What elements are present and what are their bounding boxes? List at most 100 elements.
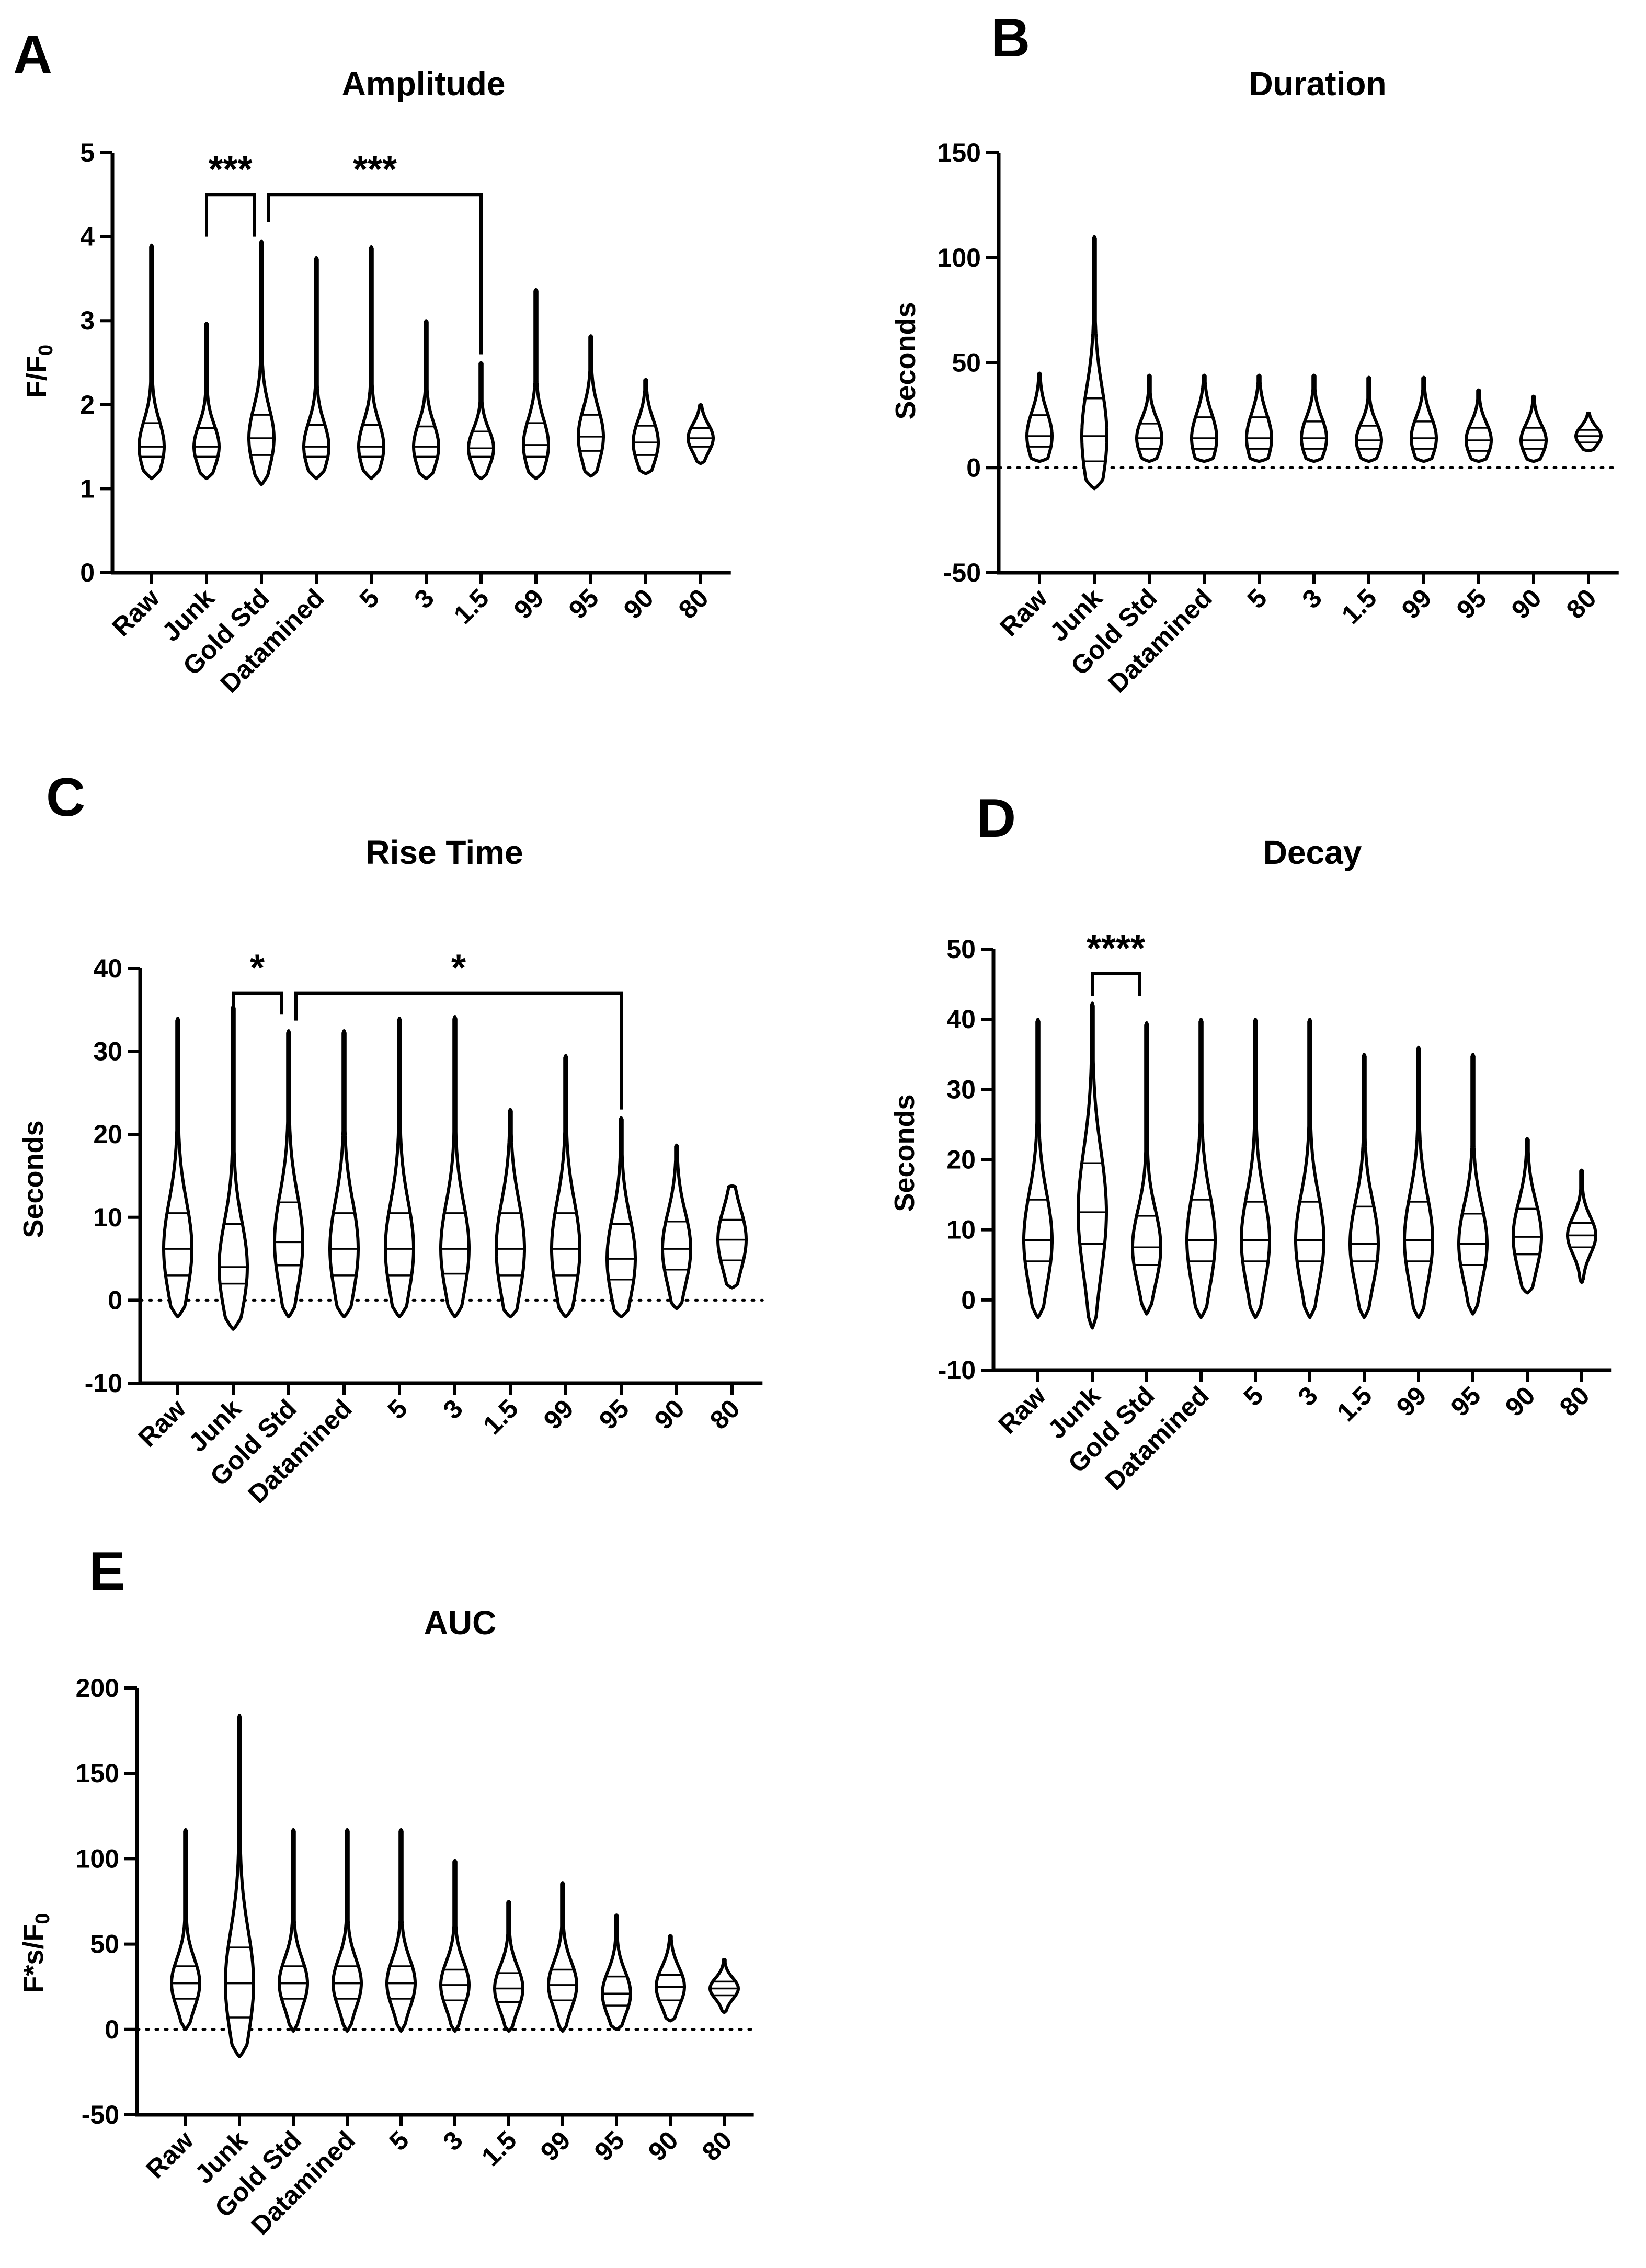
y-tick-label: 1 — [80, 474, 95, 503]
violin-raw — [138, 243, 166, 481]
significance-label: **** — [1087, 928, 1145, 970]
violin-90 — [661, 1143, 692, 1310]
violin-raw — [170, 1828, 201, 2031]
violin-99 — [547, 1881, 578, 2033]
violin-95 — [577, 334, 605, 478]
x-category-95: 95 — [563, 583, 604, 624]
y-tick-label: 20 — [93, 1120, 122, 1149]
violin-5 — [385, 1828, 417, 2033]
chart-title-auc: AUC — [424, 1604, 497, 1642]
x-category-5: 5 — [354, 583, 385, 614]
violin-gold-std — [1135, 373, 1163, 463]
violin-datamined — [1185, 1018, 1217, 1319]
x-category-99: 99 — [535, 2125, 576, 2167]
violin-80 — [687, 403, 715, 465]
x-category-3: 3 — [1293, 1381, 1323, 1411]
y-tick-label: 150 — [76, 1759, 119, 1788]
y-tick-label: 30 — [93, 1037, 122, 1066]
y-axis-label-a: F/F0 — [21, 345, 57, 398]
violin-90 — [1512, 1137, 1543, 1295]
y-tick-label: 30 — [946, 1075, 976, 1104]
axes — [135, 1688, 754, 2126]
violin-5 — [384, 1017, 415, 1319]
y-tick-label: 0 — [105, 2015, 119, 2044]
x-category-1-5: 1.5 — [1336, 583, 1382, 630]
panel-letter-a: A — [13, 25, 52, 85]
significance-bracket — [205, 193, 256, 237]
violin-90 — [655, 1934, 686, 2023]
x-category-90: 90 — [1500, 1381, 1541, 1422]
y-axis-label-d: Seconds — [889, 1094, 920, 1212]
violin-1-5 — [1348, 1053, 1380, 1319]
violin-95 — [1465, 388, 1493, 463]
x-category-99: 99 — [538, 1394, 579, 1435]
violin-junk — [192, 322, 221, 481]
x-category-95: 95 — [1445, 1381, 1487, 1422]
significance-annotations: **** — [1087, 928, 1145, 996]
axes — [991, 949, 1612, 1382]
y-tick-label: 50 — [946, 934, 976, 964]
violin-99 — [1410, 375, 1438, 463]
axes — [138, 968, 763, 1395]
violin-series — [162, 1004, 748, 1331]
x-category-5: 5 — [382, 1394, 413, 1424]
chart-title-duration: Duration — [1249, 65, 1386, 102]
x-category-90: 90 — [649, 1394, 690, 1435]
y-tick-label: -10 — [938, 1355, 976, 1385]
y-tick-label: -50 — [82, 2100, 119, 2129]
y-tick-label: 0 — [961, 1285, 976, 1315]
significance-label: *** — [353, 149, 397, 190]
significance-bracket — [232, 991, 283, 1015]
violin-5 — [1240, 1018, 1271, 1319]
chart-title-amplitude: Amplitude — [342, 65, 506, 102]
x-category-5: 5 — [384, 2125, 415, 2156]
violin-raw — [1025, 371, 1054, 463]
violin-90 — [1519, 394, 1548, 463]
y-axis-ticks: 0 1 2 3 4 5 — [80, 138, 112, 587]
x-category-3: 3 — [409, 583, 440, 614]
violin-5 — [1245, 373, 1273, 463]
y-axis-ticks: -50 0 50 100 150 — [938, 138, 999, 587]
y-tick-label: 50 — [952, 348, 981, 378]
y-tick-label: 50 — [90, 1930, 119, 1959]
x-category-raw: Raw — [106, 583, 165, 642]
chart-title-decay: Decay — [1263, 834, 1362, 871]
significance-label: *** — [208, 149, 252, 190]
y-axis-label-b: Seconds — [890, 302, 921, 419]
x-category-80: 80 — [704, 1394, 746, 1435]
y-tick-label: 100 — [938, 243, 981, 272]
x-category-99: 99 — [1391, 1381, 1432, 1422]
violin-80 — [1566, 1168, 1597, 1284]
y-tick-label: 40 — [946, 1005, 976, 1034]
y-tick-label: -10 — [85, 1369, 122, 1398]
x-category-3: 3 — [438, 1394, 468, 1424]
significance-annotations: *** *** — [205, 149, 483, 355]
significance-bracket — [294, 991, 623, 1110]
violin-3 — [439, 1859, 471, 2033]
significance-annotations: * * — [232, 948, 623, 1110]
violin-datamined — [302, 256, 330, 481]
violin-1-5 — [467, 361, 495, 481]
x-category-1-5: 1.5 — [476, 2125, 522, 2172]
y-tick-label: 0 — [966, 453, 981, 482]
violin-5 — [357, 245, 385, 481]
violin-gold-std — [247, 239, 276, 486]
significance-label: * — [250, 948, 265, 989]
panel-letter-d: D — [977, 788, 1016, 849]
x-category-80: 80 — [696, 2125, 738, 2167]
y-tick-label: 0 — [108, 1285, 122, 1315]
violin-junk — [1080, 235, 1108, 491]
y-axis-label-e: F*s/F0 — [18, 1913, 54, 1993]
violin-junk — [218, 1004, 249, 1331]
violin-99 — [550, 1054, 581, 1319]
violin-80 — [716, 1184, 748, 1290]
y-tick-label: 3 — [80, 306, 95, 335]
x-category-90: 90 — [618, 583, 659, 624]
violin-3 — [1300, 373, 1328, 463]
violin-99 — [522, 288, 550, 481]
y-axis-ticks: -10 0 10 20 30 40 50 — [938, 934, 993, 1385]
significance-label: * — [451, 948, 466, 989]
y-tick-label: 200 — [76, 1673, 119, 1703]
